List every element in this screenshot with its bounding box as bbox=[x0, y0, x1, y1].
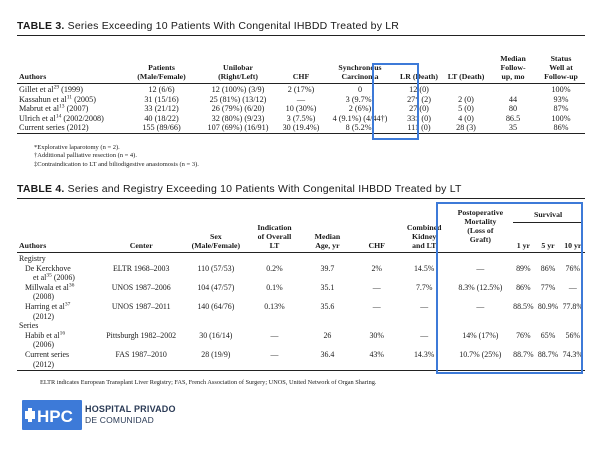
t3-h-median: Median Follow-up, mo bbox=[500, 54, 526, 81]
t4-h-sex: Sex (Male/Female) bbox=[191, 232, 241, 250]
table-row-cont: (2006) bbox=[33, 340, 55, 350]
table4-header-row: Authors Center Sex (Male/Female) Indicati… bbox=[17, 206, 585, 250]
t4-h-median: Median Age, yr bbox=[314, 232, 341, 250]
table3-top-rule bbox=[17, 35, 585, 37]
t3-h-authors: Authors bbox=[19, 72, 47, 81]
survival-highlight bbox=[436, 202, 583, 374]
t4-h-1yr: 1 yr bbox=[516, 241, 530, 250]
hpc-logo-mark: HPC bbox=[22, 400, 82, 430]
table-row-cont: (2012) bbox=[33, 311, 55, 321]
table4-legend: ELTR indicates European Transplant Liver… bbox=[40, 379, 377, 386]
t4-h-10yr: 10 yr bbox=[564, 241, 582, 250]
table-row-cont: (2012) bbox=[33, 359, 55, 369]
table-row: Millwala et al36 UNOS 1987–2006 104 (47/5… bbox=[25, 282, 577, 292]
t3-h-chf: CHF bbox=[292, 72, 310, 81]
hospital-name-line1: HOSPITAL PRIVADO bbox=[85, 404, 176, 414]
table3-footnotes: *Explorative laparotomy (n = 2). †Additi… bbox=[34, 144, 199, 169]
section-header: Registry bbox=[19, 254, 46, 263]
footnote: ‡Contraindication to LT and biliodigesti… bbox=[34, 160, 199, 168]
table-row-cont: et al35 (2006) bbox=[33, 272, 75, 283]
t4-h-authors: Authors bbox=[19, 241, 47, 250]
hospital-name-line2: DE COMUNIDAD bbox=[85, 415, 154, 425]
table3-body: Gillet et al29 (1999) 12 (6/6) 12 (100%) … bbox=[17, 85, 585, 135]
t4-h-indication: Indication of Overall LT bbox=[257, 223, 292, 250]
table-row: Gillet et al29 (1999) 12 (6/6) 12 (100%) … bbox=[19, 84, 571, 94]
hpc-logo-letters: HPC bbox=[37, 407, 73, 426]
table4-label: TABLE 4. bbox=[17, 183, 65, 195]
table4-title-text: Series and Registry Exceeding 10 Patient… bbox=[67, 183, 462, 195]
hospital-name: HOSPITAL PRIVADO DE COMUNIDAD bbox=[85, 404, 176, 425]
table-row: Habib et al16 Pittsburgh 1982–2002 30 (16… bbox=[25, 330, 580, 340]
table3-title: TABLE 3. Series Exceeding 10 Patients Wi… bbox=[17, 20, 399, 32]
t3-h-lr: LR (Death) bbox=[400, 72, 438, 81]
table-row: Kassahun et al11 (2005) 31 (15/16) 25 (81… bbox=[19, 93, 569, 104]
table3-title-text: Series Exceeding 10 Patients With Congen… bbox=[67, 20, 400, 32]
t3-h-lt: LT (Death) bbox=[447, 72, 485, 81]
table4: Authors Center Sex (Male/Female) Indicati… bbox=[17, 206, 585, 372]
table3-header-row: Authors Patients (Male/Female) Unilobar (R… bbox=[17, 49, 585, 82]
footnote: †Additional palliative resection (n = 4)… bbox=[34, 152, 137, 160]
t3-h-patients: Patients (Male/Female) bbox=[137, 63, 186, 81]
table-row-cont: (2008) bbox=[33, 292, 55, 302]
table3: Authors Patients (Male/Female) Unilobar (R… bbox=[17, 49, 585, 135]
table4-body: Registry De Kerckhove ELTR 1968–2003 110 … bbox=[17, 254, 585, 372]
table4-title: TABLE 4. Series and Registry Exceeding 1… bbox=[17, 183, 462, 195]
t4-h-combined: Combined Kidney and LT bbox=[406, 223, 442, 250]
table-row: Ulrich et al14 (2002/2008) 40 (18/22) 32 … bbox=[19, 113, 571, 123]
section-header: Series bbox=[19, 321, 39, 331]
lr-column-highlight bbox=[372, 63, 419, 140]
table3-label: TABLE 3. bbox=[17, 20, 65, 32]
t3-h-unilobar: Unilobar (Right/Left) bbox=[218, 63, 258, 81]
t4-h-postop: Postoperative Mortality (Loss of Graft) bbox=[457, 208, 504, 244]
table4-top-rule bbox=[17, 198, 585, 200]
table-row: Current series FAS 1987–2010 28 (19/9) —3… bbox=[25, 349, 583, 359]
table-row: Current series (2012) 155 (89/66) 107 (69… bbox=[19, 123, 569, 133]
table-row: Harring et al37 UNOS 1987–2011 140 (64/76… bbox=[25, 301, 583, 311]
t4-h-chf: CHF bbox=[368, 241, 385, 250]
t4-h-5yr: 5 yr bbox=[541, 241, 555, 250]
footnote: *Explorative laparotomy (n = 2). bbox=[34, 144, 120, 151]
hpc-logo: HPC bbox=[22, 400, 82, 435]
t3-h-synch: Synchronous Carcinoma bbox=[338, 63, 382, 81]
table-row: De Kerckhove ELTR 1968–2003 110 (57/53) 0… bbox=[25, 263, 580, 273]
table-row: Mabrut et al13 (2007) 33 (21/12) 26 (79%)… bbox=[19, 103, 569, 114]
t4-h-center: Center bbox=[129, 241, 153, 250]
t3-h-status: Status Well at Follow-up bbox=[544, 54, 578, 81]
t4-h-survival: Survival bbox=[511, 206, 585, 227]
